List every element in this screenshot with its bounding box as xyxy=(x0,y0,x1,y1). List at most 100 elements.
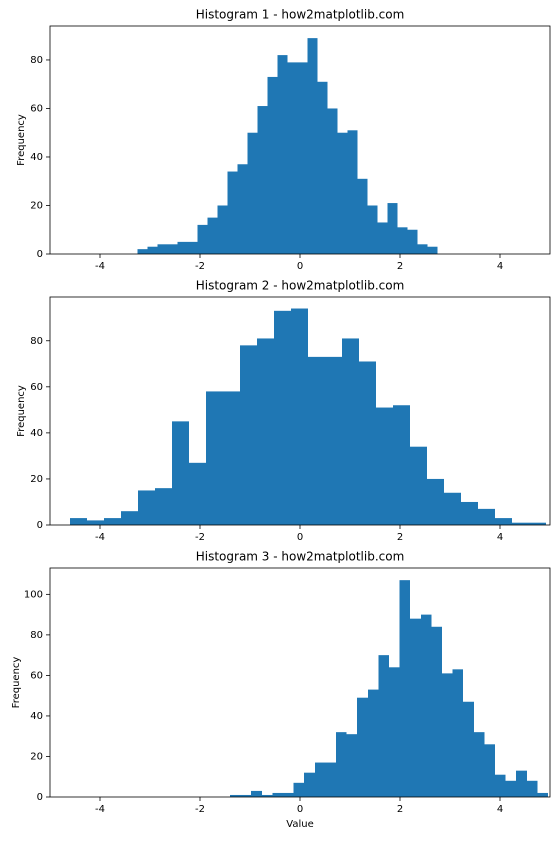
bar xyxy=(325,356,342,525)
bar xyxy=(474,732,485,797)
bar xyxy=(207,217,218,254)
bar xyxy=(389,667,400,797)
bar xyxy=(527,780,538,797)
y-tick-label: 20 xyxy=(30,200,43,211)
bar xyxy=(537,792,548,797)
bar xyxy=(70,518,87,525)
y-axis-label: Frequency xyxy=(11,657,22,709)
bar xyxy=(291,308,308,525)
bar xyxy=(478,508,495,525)
bar xyxy=(167,244,178,254)
bar xyxy=(247,132,258,254)
bar xyxy=(257,338,274,525)
y-axis-label: Frequency xyxy=(16,385,27,437)
x-tick-label: -2 xyxy=(195,261,205,272)
bar xyxy=(237,164,248,254)
x-tick-label: 2 xyxy=(397,804,403,815)
bar xyxy=(277,55,288,254)
x-tick-label: 4 xyxy=(497,532,503,543)
bar xyxy=(206,391,223,525)
bar xyxy=(304,772,315,797)
bar xyxy=(431,626,442,797)
bar xyxy=(342,338,359,525)
x-tick-label: 4 xyxy=(497,261,503,272)
x-tick-label: -2 xyxy=(195,804,205,815)
bar xyxy=(393,405,410,525)
chart-title: Histogram 3 - how2matplotlib.com xyxy=(196,550,405,564)
bar xyxy=(177,241,188,254)
y-tick-label: 0 xyxy=(37,792,43,803)
bar xyxy=(367,205,378,254)
bar xyxy=(407,229,418,254)
x-tick-label: -2 xyxy=(195,532,205,543)
y-tick-label: 80 xyxy=(30,55,43,66)
y-axis-label: Frequency xyxy=(16,114,27,166)
x-axis-label: Value xyxy=(286,819,313,830)
bar xyxy=(187,241,198,254)
x-tick-label: 4 xyxy=(497,804,503,815)
bar xyxy=(197,224,208,254)
bar xyxy=(87,520,104,525)
y-tick-label: 20 xyxy=(30,474,43,485)
y-tick-label: 20 xyxy=(30,751,43,762)
bar xyxy=(240,794,251,797)
chart-title: Histogram 1 - how2matplotlib.com xyxy=(196,8,405,22)
x-tick-label: 2 xyxy=(397,261,403,272)
chart-title: Histogram 2 - how2matplotlib.com xyxy=(196,279,405,293)
bar xyxy=(104,518,121,525)
bar xyxy=(157,244,168,254)
bar xyxy=(505,780,516,797)
bar xyxy=(257,106,268,254)
bar xyxy=(427,478,444,525)
bar xyxy=(327,108,338,255)
y-tick-label: 80 xyxy=(30,336,43,347)
bar xyxy=(251,790,262,797)
y-tick-label: 0 xyxy=(37,249,43,260)
bar xyxy=(376,407,393,525)
bar xyxy=(137,249,148,254)
bar xyxy=(223,391,240,525)
bar xyxy=(317,81,328,254)
bar xyxy=(495,518,512,525)
bar xyxy=(495,774,506,797)
bar xyxy=(230,794,241,797)
bar xyxy=(337,132,348,254)
y-tick-label: 40 xyxy=(30,711,43,722)
bar xyxy=(346,734,357,797)
bar xyxy=(217,205,228,254)
x-tick-label: 0 xyxy=(297,804,303,815)
y-tick-label: 0 xyxy=(37,520,43,531)
bar xyxy=(347,130,358,254)
y-tick-label: 40 xyxy=(30,428,43,439)
bar xyxy=(421,614,432,797)
bar xyxy=(189,462,206,525)
bar xyxy=(336,732,347,797)
bar xyxy=(368,689,379,797)
bar xyxy=(359,361,376,525)
bar xyxy=(308,356,325,525)
bar xyxy=(272,792,283,797)
bar xyxy=(267,76,278,254)
bar xyxy=(293,782,304,797)
x-tick-label: -4 xyxy=(95,804,105,815)
bar xyxy=(512,522,529,525)
y-tick-label: 60 xyxy=(30,103,43,114)
y-tick-label: 60 xyxy=(30,670,43,681)
y-tick-label: 60 xyxy=(30,382,43,393)
y-tick-label: 100 xyxy=(24,589,43,600)
y-tick-label: 80 xyxy=(30,630,43,641)
bar xyxy=(357,697,368,797)
bar xyxy=(262,794,273,797)
bar xyxy=(399,580,410,797)
bar xyxy=(377,222,388,254)
bar xyxy=(240,345,257,525)
bar xyxy=(138,490,155,525)
bar xyxy=(147,246,158,254)
bar xyxy=(444,492,461,525)
bar xyxy=(516,770,527,797)
bar xyxy=(357,178,368,254)
bar xyxy=(315,762,326,797)
x-tick-label: 0 xyxy=(297,532,303,543)
